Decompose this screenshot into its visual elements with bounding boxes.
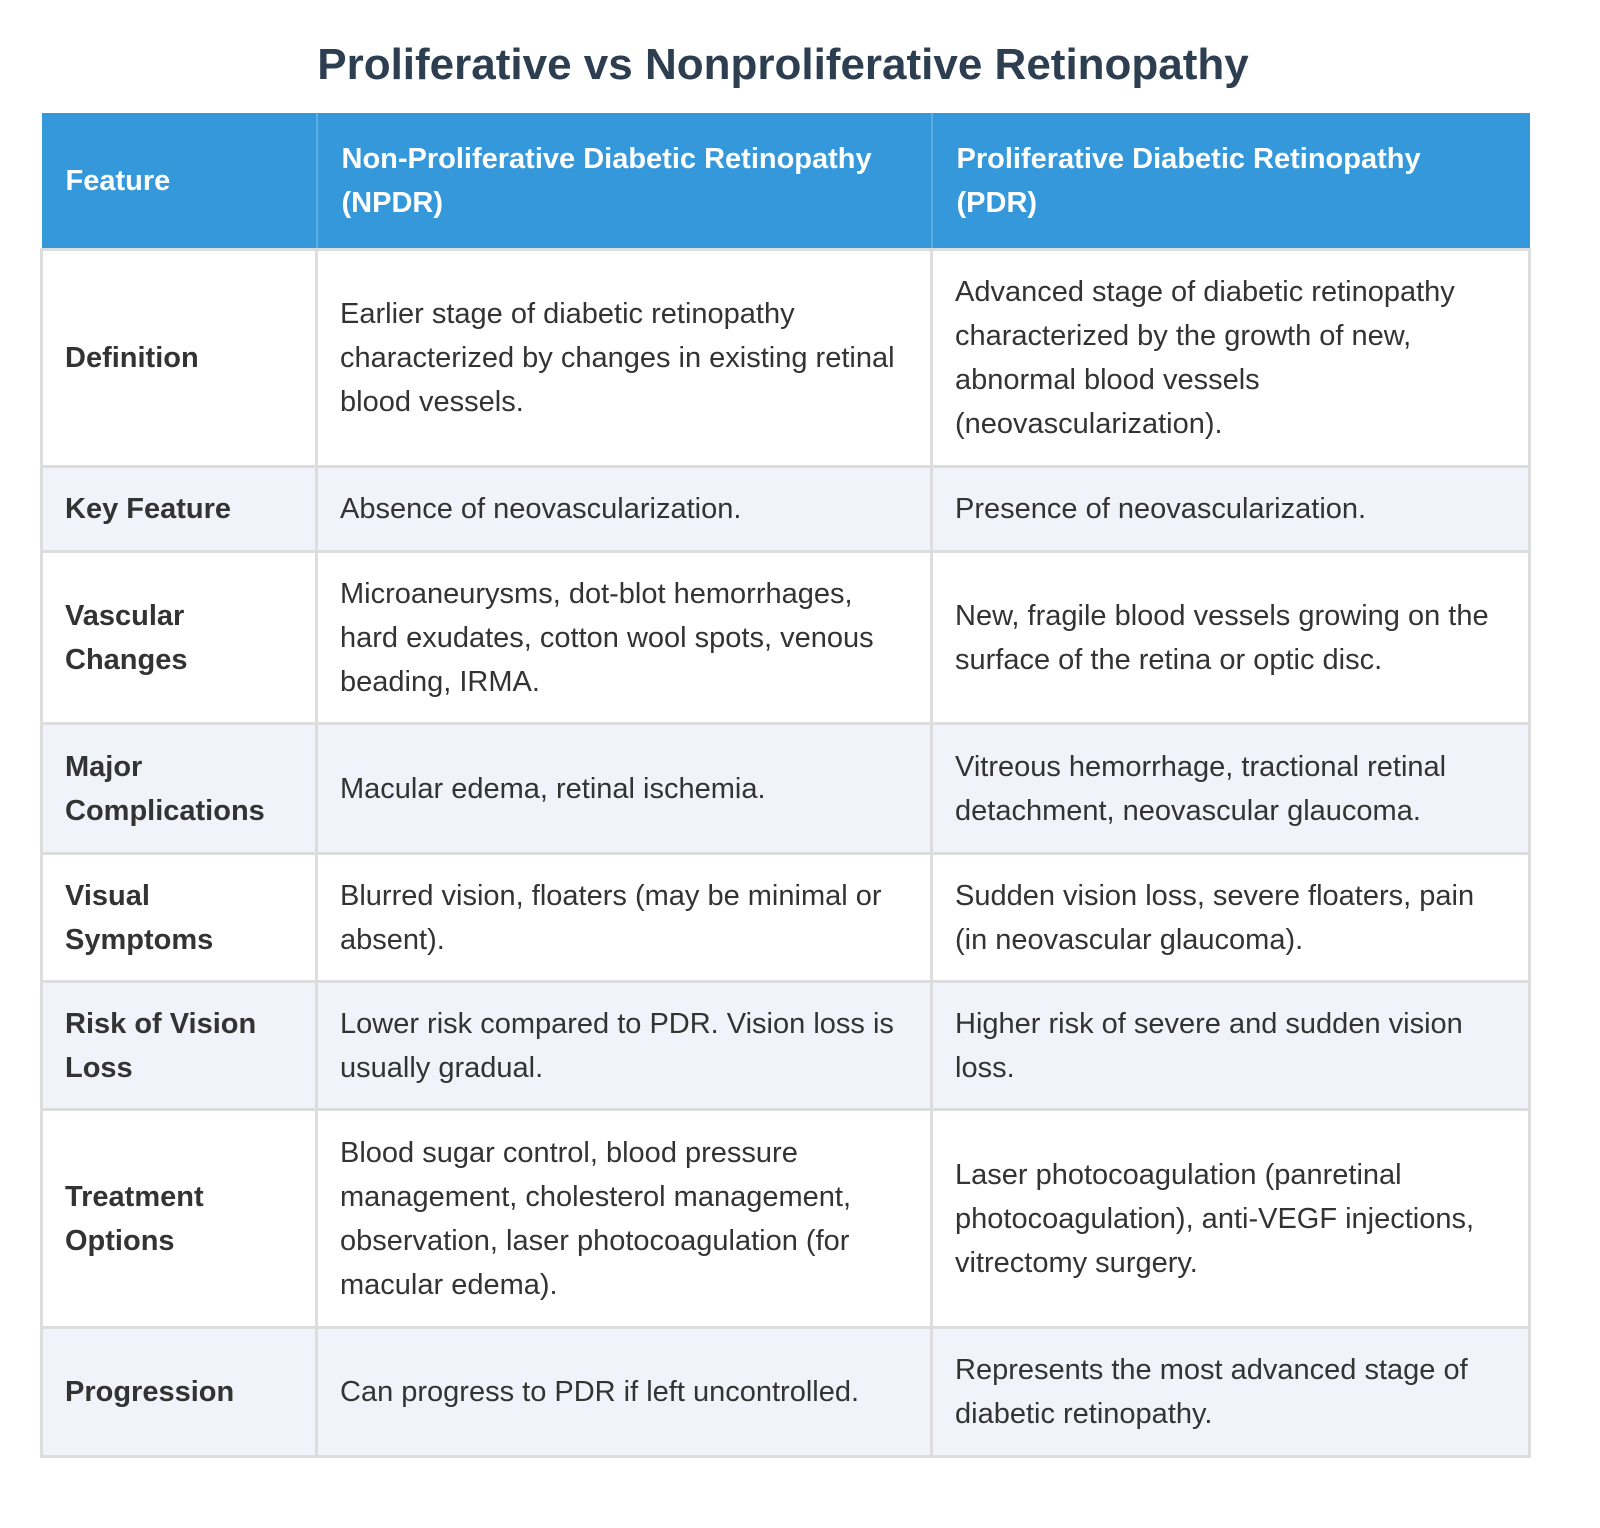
row-feature: Treatment Options	[40, 1108, 318, 1329]
row-npdr: Macular edema, retinal ischemia.	[315, 722, 933, 855]
table-row: Treatment Options Blood sugar control, b…	[40, 1108, 1531, 1329]
row-feature: Key Feature	[40, 465, 318, 553]
table-row: Vascular Changes Microaneurysms, dot-blo…	[40, 550, 1531, 725]
table-row: Risk of Vision Loss Lower risk compared …	[40, 980, 1531, 1111]
row-npdr: Blood sugar control, blood pressure mana…	[315, 1108, 933, 1329]
row-pdr: Higher risk of severe and sudden vision …	[930, 980, 1531, 1111]
row-feature: Progression	[40, 1326, 318, 1458]
row-npdr: Microaneurysms, dot-blot hemorrhages, ha…	[315, 550, 933, 725]
row-pdr: New, fragile blood vessels growing on th…	[930, 550, 1531, 725]
comparison-table: Feature Non-Proliferative Diabetic Retin…	[40, 113, 1531, 1458]
row-pdr: Sudden vision loss, severe floaters, pai…	[930, 852, 1531, 983]
row-pdr: Laser photocoagulation (panretinal photo…	[930, 1108, 1531, 1329]
row-feature: Major Complications	[40, 722, 318, 855]
row-pdr: Presence of neovascularization.	[930, 465, 1531, 553]
row-npdr: Can progress to PDR if left uncontrolled…	[315, 1326, 933, 1458]
table-row: Progression Can progress to PDR if left …	[40, 1326, 1531, 1458]
row-npdr: Absence of neovascularization.	[315, 465, 933, 553]
table-row: Major Complications Macular edema, retin…	[40, 722, 1531, 855]
row-feature: Visual Symptoms	[40, 852, 318, 983]
row-pdr: Represents the most advanced stage of di…	[930, 1326, 1531, 1458]
header-feature: Feature	[41, 113, 317, 251]
table-row: Visual Symptoms Blurred vision, floaters…	[40, 852, 1531, 983]
table-header-row: Feature Non-Proliferative Diabetic Retin…	[41, 113, 1530, 251]
row-pdr: Advanced stage of diabetic retinopathy c…	[930, 248, 1531, 468]
row-npdr: Lower risk compared to PDR. Vision loss …	[315, 980, 933, 1111]
row-feature: Risk of Vision Loss	[40, 980, 318, 1111]
table-row: Key Feature Absence of neovascularizatio…	[40, 465, 1531, 553]
row-npdr: Earlier stage of diabetic retinopathy ch…	[315, 248, 933, 468]
header-npdr: Non-Proliferative Diabetic Retinopathy (…	[315, 113, 932, 251]
page-title: Proliferative vs Nonproliferative Retino…	[317, 40, 1249, 89]
row-feature: Definition	[40, 248, 318, 468]
row-pdr: Vitreous hemorrhage, tractional retinal …	[930, 722, 1531, 855]
row-feature: Vascular Changes	[40, 550, 318, 725]
header-pdr: Proliferative Diabetic Retinopathy (PDR)	[930, 113, 1530, 251]
table-row: Definition Earlier stage of diabetic ret…	[40, 248, 1531, 468]
row-npdr: Blurred vision, floaters (may be minimal…	[315, 852, 933, 983]
